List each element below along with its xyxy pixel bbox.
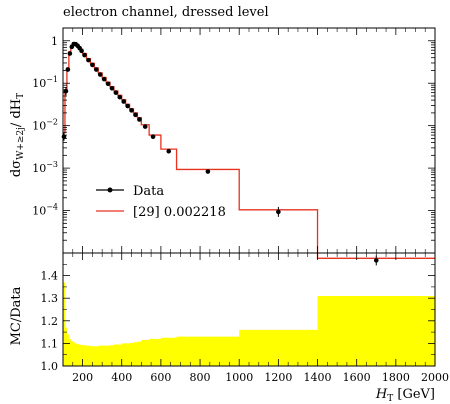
x-tick-label: 200 — [72, 371, 93, 384]
main-y-axis-label: dσW+≥2j/ dHT — [9, 93, 26, 177]
data-point — [373, 258, 379, 263]
data-point — [166, 148, 172, 154]
y-tick-label: 10−1 — [32, 75, 58, 90]
y-tick-label: 10−3 — [32, 160, 58, 175]
data-point — [205, 169, 211, 174]
svg-text:MC/Data: MC/Data — [9, 286, 24, 345]
x-tick-label: 1400 — [304, 371, 332, 384]
data-point — [101, 76, 107, 82]
ylabel-sigma: dσ — [9, 160, 24, 177]
main-panel: 1 10−1 10−2 10−3 10−4 Data [29] 0.002218 — [32, 27, 436, 266]
ratio-y-tick-label: 1.1 — [41, 337, 59, 350]
data-point — [142, 124, 148, 129]
x-tick-label: 800 — [190, 371, 211, 384]
data-point — [93, 67, 99, 72]
data-point — [133, 112, 138, 118]
chart-title: electron channel, dressed level — [63, 5, 269, 20]
data-point — [137, 117, 142, 122]
data-point — [65, 67, 71, 72]
y-tick-label: 10−4 — [32, 203, 58, 218]
legend-mc-label: [29] 0.002218 — [133, 205, 226, 220]
ratio-panel: 1.0 1.1 1.2 1.3 1.4 200 400 600 800 1000 1200 1400 1… — [41, 252, 449, 384]
x-tick-label: 1800 — [382, 371, 410, 384]
data-point — [113, 90, 119, 95]
ratio-y-axis-label: MC/Data — [9, 286, 24, 345]
data-point — [86, 57, 91, 63]
data-point — [97, 72, 103, 77]
x-tick-label: 600 — [150, 371, 171, 384]
ratio-y-tick-label: 1.2 — [41, 315, 59, 328]
y-tick-label: 1 — [51, 35, 58, 48]
data-point — [125, 103, 130, 109]
ylabel-subscript: W+≥2j — [16, 127, 26, 160]
ylabel-rest: / dH — [9, 99, 24, 127]
x-tick-label: 1000 — [225, 371, 253, 384]
data-point — [82, 52, 87, 58]
ratio-y-tick-label: 1.0 — [41, 360, 59, 373]
data-point — [109, 85, 115, 91]
x-tick-label: 1600 — [343, 371, 371, 384]
ratio-y-tick-label: 1.4 — [41, 270, 59, 283]
svg-text:dσW+≥2j/ dHT: dσW+≥2j/ dHT — [9, 93, 26, 177]
data-point — [121, 99, 126, 104]
y-tick-label: 10−2 — [32, 118, 58, 133]
mc-histogram-line — [63, 42, 435, 259]
x-axis-label: HT [GeV] — [375, 387, 435, 404]
data-point — [79, 48, 84, 54]
x-tick-label: 2000 — [421, 371, 449, 384]
legend-data-label: Data — [133, 184, 164, 199]
ratio-band — [63, 282, 435, 366]
data-point — [129, 108, 134, 113]
legend: Data [29] 0.002218 — [96, 184, 226, 220]
data-point — [105, 81, 111, 87]
main-frame — [62, 27, 436, 254]
data-point — [67, 51, 73, 56]
ylabel-subscript-t: T — [16, 93, 26, 99]
data-point — [61, 134, 67, 139]
x-tick-label: 400 — [111, 371, 132, 384]
ratio-y-tick-label: 1.3 — [41, 292, 59, 305]
data-point — [90, 62, 95, 68]
x-tick-label: 1200 — [264, 371, 292, 384]
data-point — [276, 209, 281, 215]
data-point — [150, 134, 156, 139]
data-point — [117, 94, 123, 100]
legend-data-marker — [107, 187, 113, 193]
